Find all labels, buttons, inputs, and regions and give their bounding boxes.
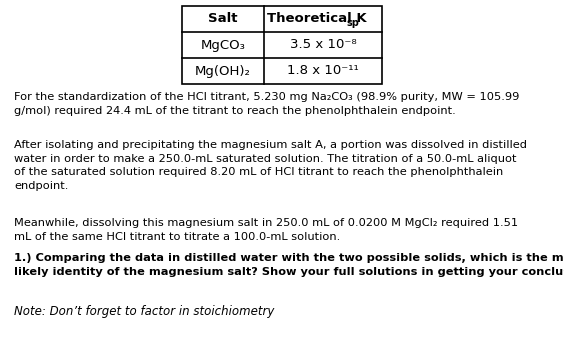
Text: Salt: Salt xyxy=(208,13,238,25)
Text: Meanwhile, dissolving this magnesium salt in 250.0 mL of 0.0200 M MgCl₂ required: Meanwhile, dissolving this magnesium sal… xyxy=(14,218,518,242)
Text: 3.5 x 10⁻⁸: 3.5 x 10⁻⁸ xyxy=(290,39,356,52)
Bar xyxy=(182,6,382,84)
Text: sp: sp xyxy=(346,18,359,28)
Text: Mg(OH)₂: Mg(OH)₂ xyxy=(195,64,251,78)
Text: Note: Don’t forget to factor in stoichiometry: Note: Don’t forget to factor in stoichio… xyxy=(14,305,274,318)
Text: After isolating and precipitating the magnesium salt A, a portion was dissolved : After isolating and precipitating the ma… xyxy=(14,140,527,191)
Text: 1.8 x 10⁻¹¹: 1.8 x 10⁻¹¹ xyxy=(287,64,359,78)
Text: 1.) Comparing the data in distilled water with the two possible solids, which is: 1.) Comparing the data in distilled wate… xyxy=(14,253,564,277)
Text: For the standardization of the HCl titrant, 5.230 mg Na₂CO₃ (98.9% purity, MW = : For the standardization of the HCl titra… xyxy=(14,92,519,116)
Text: Theoretical K: Theoretical K xyxy=(267,13,367,25)
Text: MgCO₃: MgCO₃ xyxy=(201,39,245,52)
